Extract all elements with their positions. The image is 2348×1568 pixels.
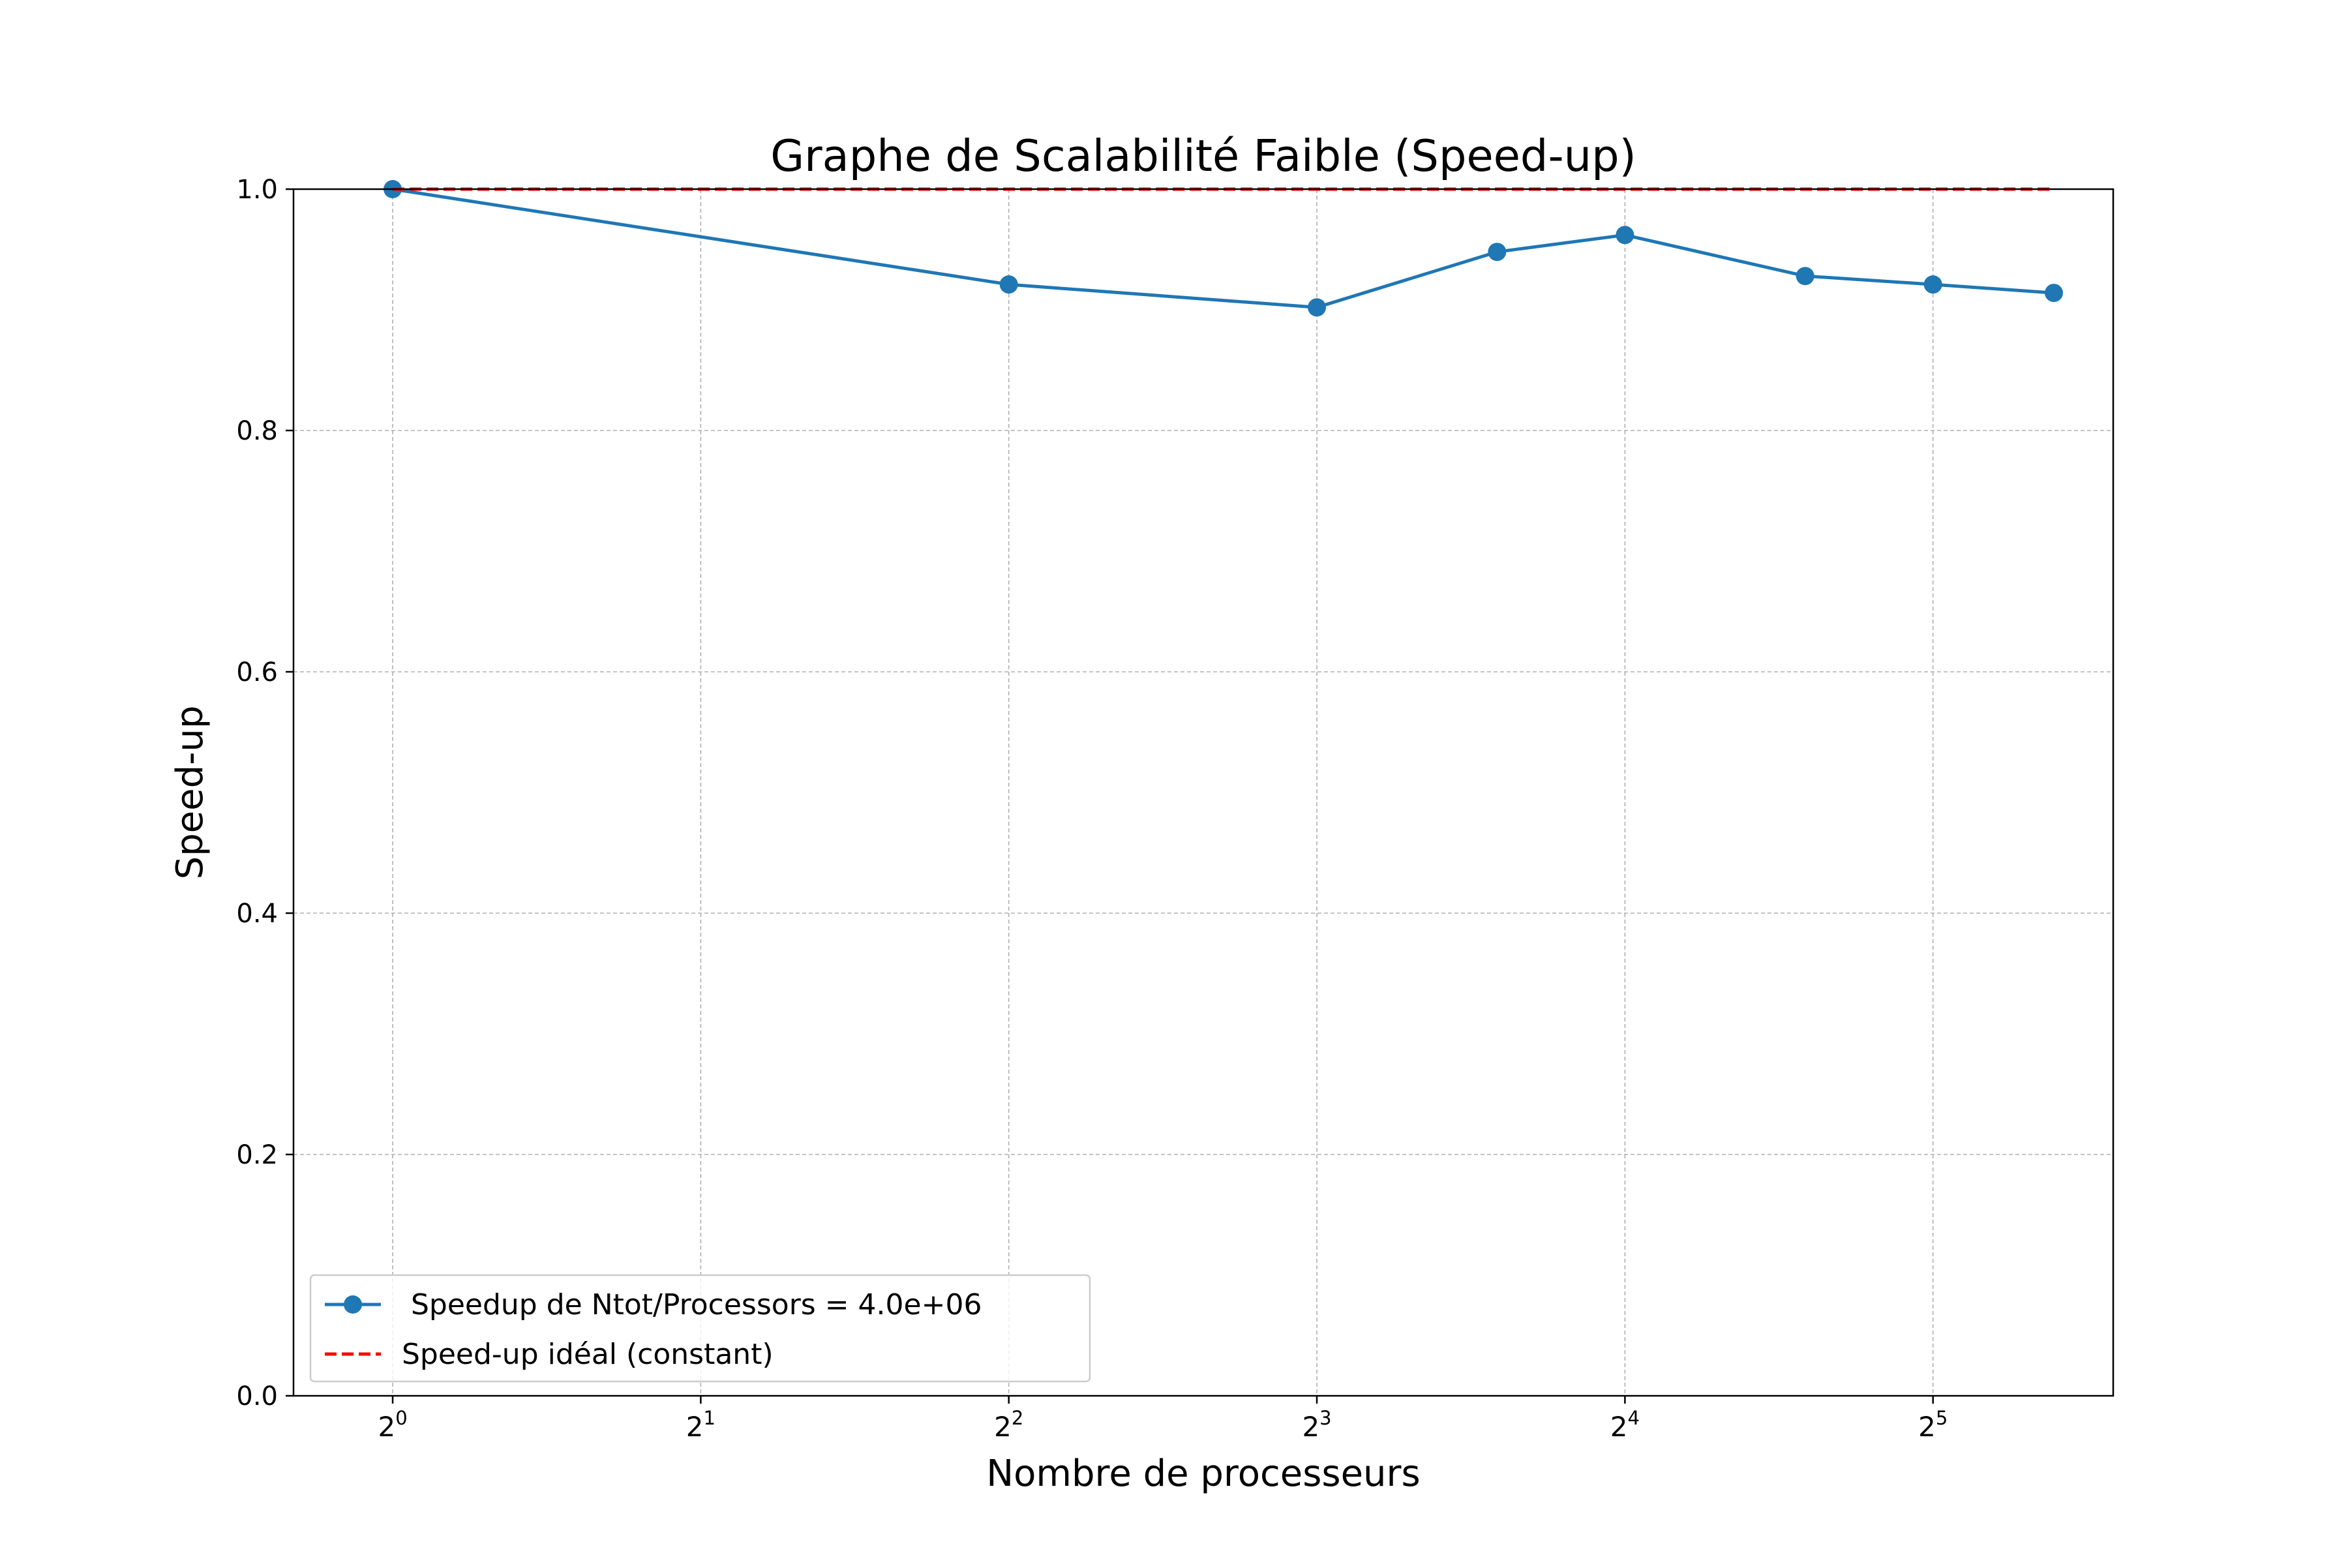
legend-label: Speedup de Ntot/Processors = 4.0e+06	[402, 1288, 982, 1321]
legend-box	[309, 1274, 1091, 1383]
plot-frame	[292, 188, 2115, 1397]
y-tick-label: 0.8	[236, 416, 278, 446]
data-point	[1923, 275, 1942, 294]
chart-title: Graphe de Scalabilité Faible (Speed-up)	[770, 130, 1636, 181]
series-line-1	[392, 187, 2054, 309]
x-axis-label: Nombre de processeurs	[986, 1453, 1420, 1495]
data-point	[1796, 267, 1814, 286]
legend-label: Speed-up idéal (constant)	[402, 1338, 774, 1371]
y-tick-label: 1.0	[236, 175, 278, 205]
data-point	[999, 275, 1018, 294]
series-layer	[384, 180, 2064, 317]
x-tick-label: 22	[994, 1407, 1023, 1443]
axis-ticks: 20 21 22 23 24 25 0.0 0.2 0.4 0.6 0.8 1.0	[236, 175, 1948, 1443]
data-point	[1308, 298, 1327, 317]
y-tick-label: 0.6	[236, 657, 278, 687]
y-axis-label: Speed-up	[169, 706, 211, 880]
data-point	[1488, 243, 1507, 262]
data-point	[2045, 284, 2064, 303]
legend-marker	[344, 1295, 362, 1314]
y-tick-label: 0.0	[236, 1381, 278, 1411]
y-tick-label: 0.4	[236, 899, 278, 929]
x-tick-label: 21	[686, 1407, 715, 1443]
x-tick-label: 23	[1302, 1407, 1331, 1443]
data-point	[1616, 226, 1634, 245]
legend: Speedup de Ntot/Processors = 4.0e+06 Spee…	[309, 1274, 1091, 1383]
x-tick-label: 25	[1918, 1407, 1948, 1443]
grid	[294, 188, 2113, 1396]
x-tick-label: 24	[1610, 1407, 1640, 1443]
x-tick-label: 20	[378, 1407, 407, 1443]
y-tick-label: 0.2	[236, 1140, 278, 1170]
